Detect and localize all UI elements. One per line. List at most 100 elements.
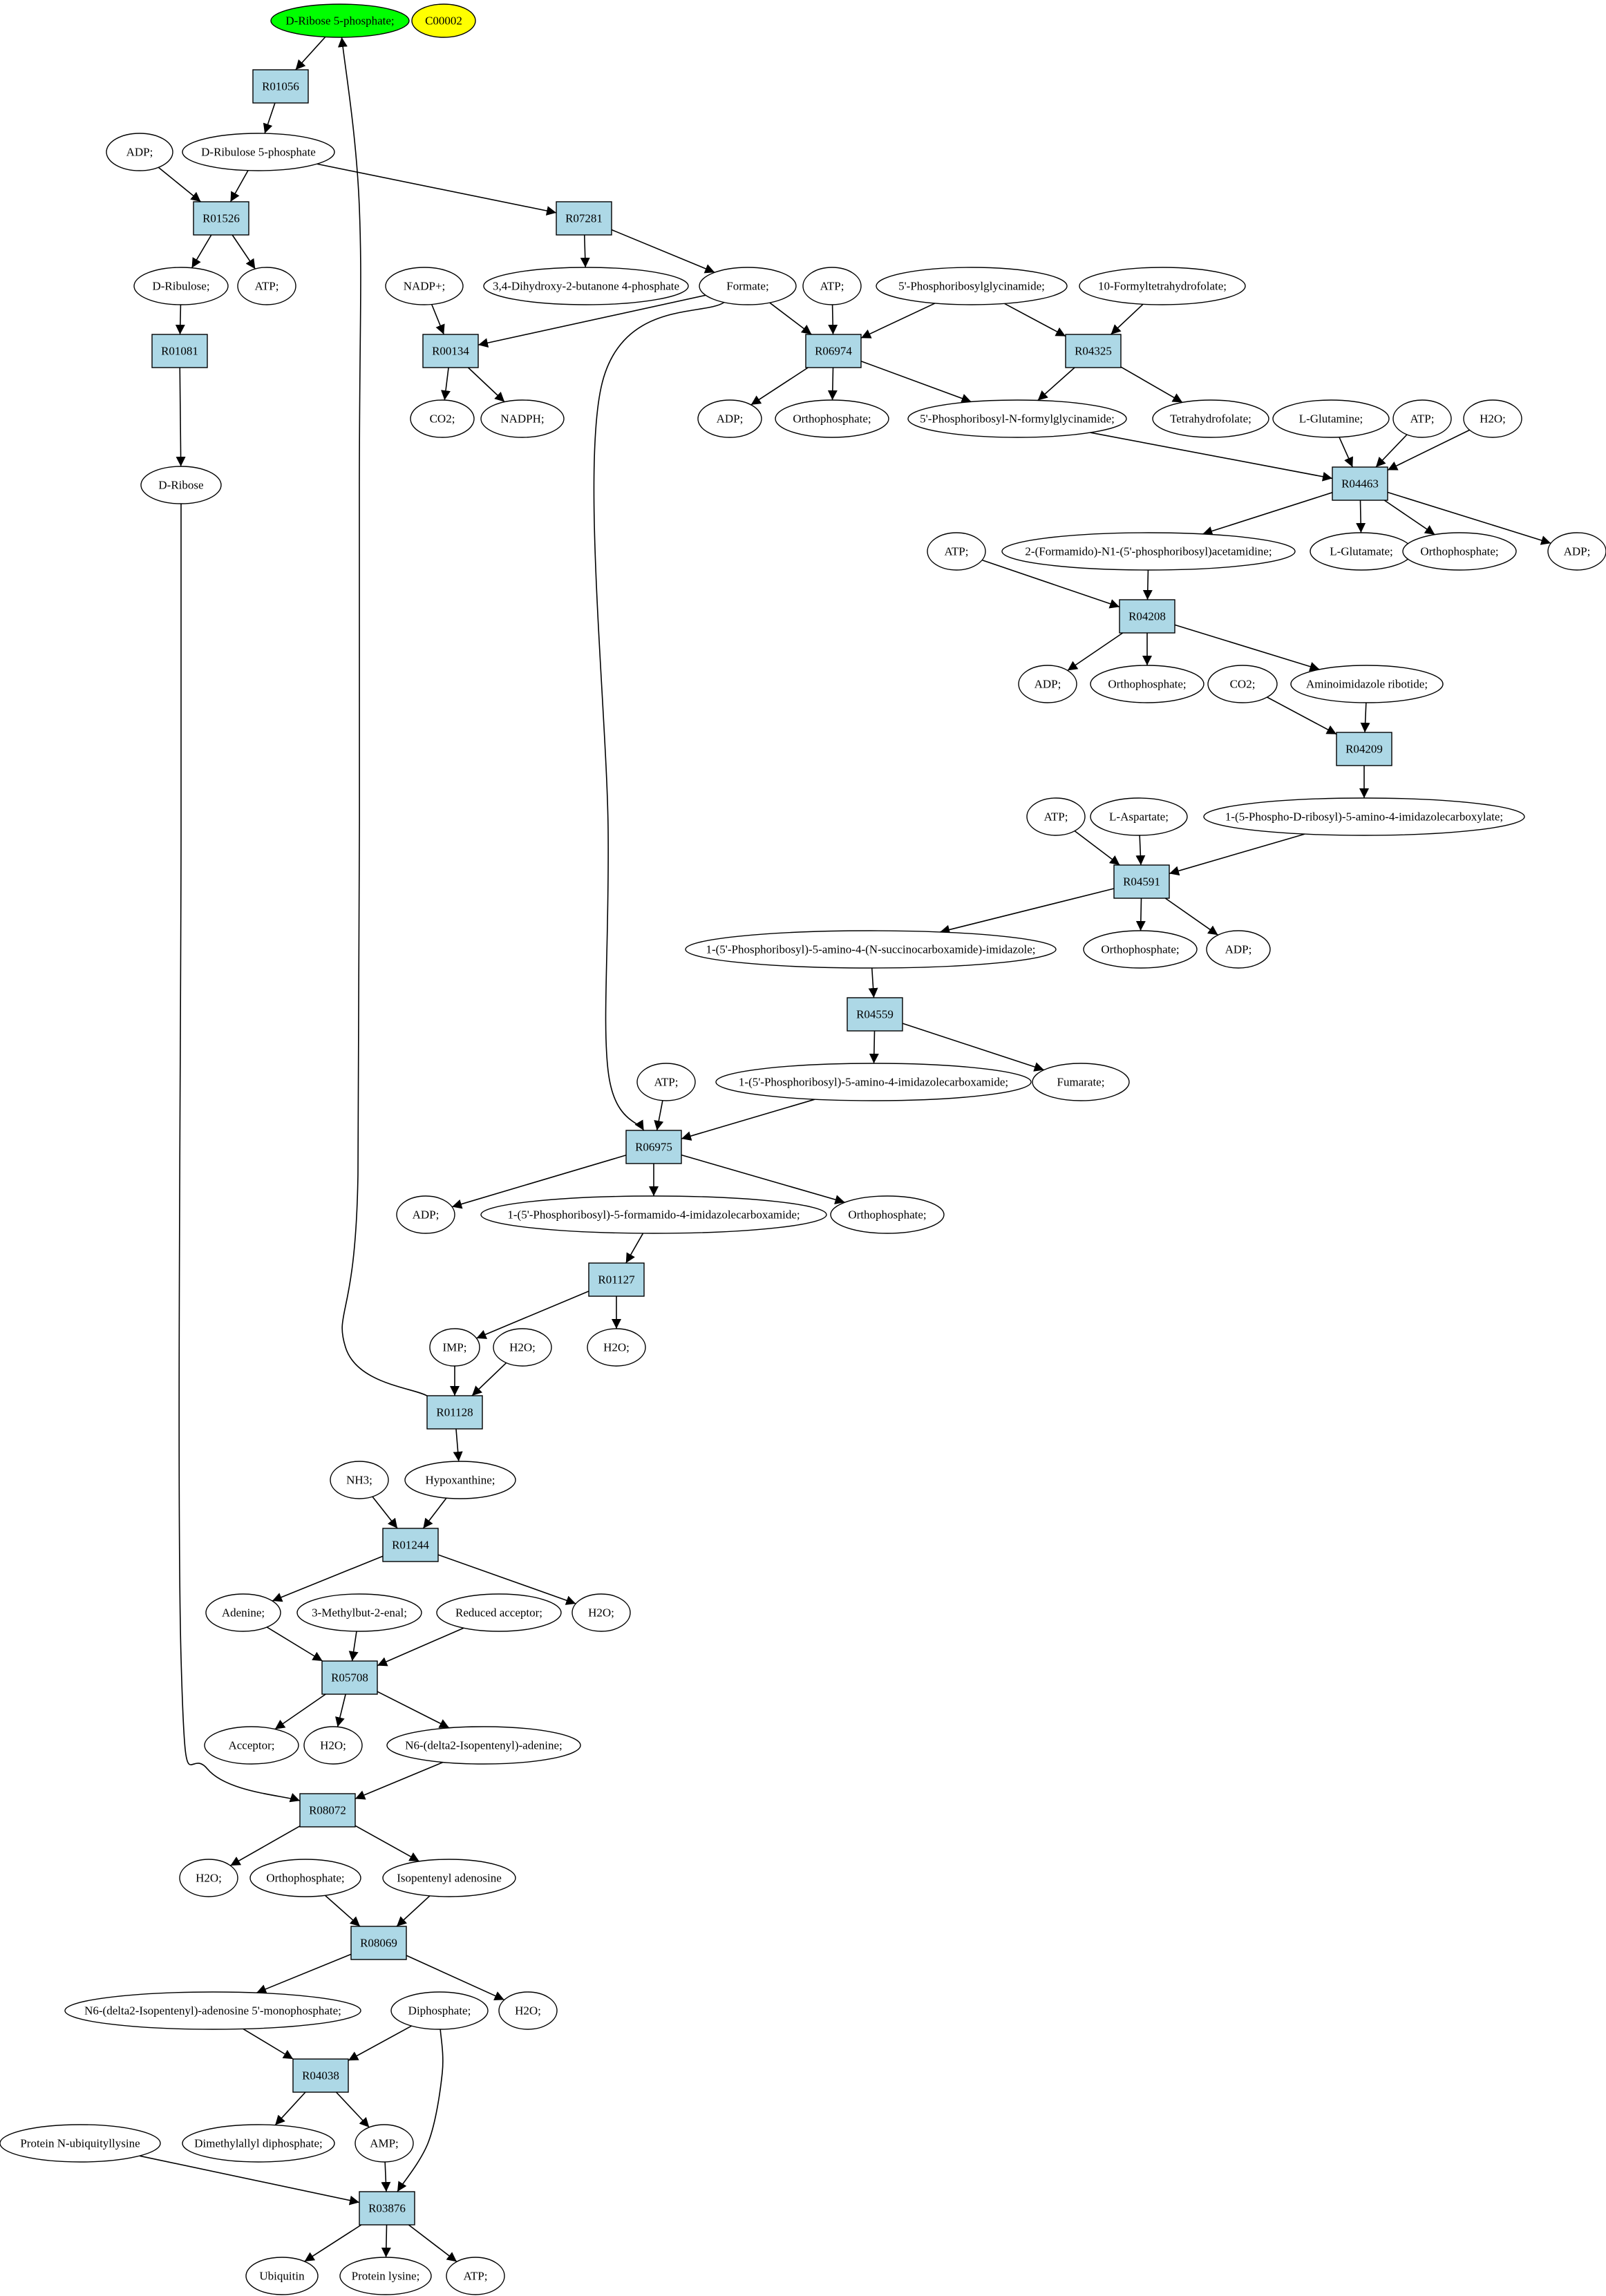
reaction-node-r05708[interactable]: R05708 <box>321 1660 378 1695</box>
compound-node-l-glutamine[interactable]: L-Glutamine; <box>1272 399 1390 438</box>
reaction-node-r01526[interactable]: R01526 <box>193 201 249 236</box>
compound-node-imp[interactable]: IMP; <box>429 1328 480 1367</box>
reaction-node-r01056[interactable]: R01056 <box>252 69 309 104</box>
edge-orthophosphate-to-r08069 <box>324 1895 361 1927</box>
reaction-node-r04209[interactable]: R04209 <box>1336 732 1392 766</box>
compound-node-adp[interactable]: ADP; <box>697 399 762 438</box>
compound-node-acceptor[interactable]: Acceptor; <box>204 1726 299 1765</box>
reaction-node-r03876[interactable]: R03876 <box>359 2191 415 2226</box>
compound-node-adp[interactable]: ADP; <box>1547 532 1606 571</box>
compound-node-adenine[interactable]: Adenine; <box>205 1593 281 1632</box>
compound-node-adenine-label: Adenine; <box>222 1606 265 1620</box>
compound-node-amp[interactable]: AMP; <box>355 2124 414 2163</box>
start-compound-node[interactable]: D-Ribose 5-phosphate; <box>270 3 410 38</box>
compound-node-diphosphate[interactable]: Diphosphate; <box>390 1991 489 2030</box>
compound-node-n6-delta2-isopentenyl-adenosine-5-monophosphate[interactable]: N6-(delta2-Isopentenyl)-adenosine 5'-mon… <box>64 1991 361 2030</box>
compound-node-n6-delta2-isopentenyl-adenine[interactable]: N6-(delta2-Isopentenyl)-adenine; <box>386 1726 581 1765</box>
compound-node-d-ribulose-5-phosphate[interactable]: D-Ribulose 5-phosphate <box>182 133 335 171</box>
compound-node-tetrahydrofolate[interactable]: Tetrahydrofolate; <box>1152 399 1269 438</box>
compound-node-10-formyltetrahydrofolate[interactable]: 10-Formyltetrahydrofolate; <box>1079 267 1246 305</box>
compound-node-protein-n-ubiquityllysine[interactable]: Protein N-ubiquityllysine <box>0 2124 161 2163</box>
compound-node-adp[interactable]: ADP; <box>1018 665 1077 703</box>
reaction-node-r08069[interactable]: R08069 <box>350 1926 407 1960</box>
compound-node-co2[interactable]: CO2; <box>1207 665 1278 703</box>
edge-r05708-to-n6-delta2-isopentenyl-adenine <box>377 1691 450 1729</box>
compound-node-nh3[interactable]: NH3; <box>330 1461 389 1499</box>
compound-node-h2o[interactable]: H2O; <box>493 1328 552 1367</box>
compound-node-adp[interactable]: ADP; <box>106 133 173 171</box>
compound-node-fumarate[interactable]: Fumarate; <box>1032 1063 1130 1101</box>
reaction-node-r08072[interactable]: R08072 <box>299 1793 356 1828</box>
compound-node-d-ribose[interactable]: D-Ribose <box>140 466 222 504</box>
reaction-node-r04463[interactable]: R04463 <box>1332 466 1388 501</box>
reaction-node-r01128[interactable]: R01128 <box>426 1395 483 1430</box>
compound-node-orthophosphate[interactable]: Orthophosphate; <box>775 399 889 438</box>
compound-node-3-methylbut-2-enal[interactable]: 3-Methylbut-2-enal; <box>296 1593 422 1632</box>
compound-node-atp[interactable]: ATP; <box>1026 797 1086 836</box>
compound-node-formate[interactable]: Formate; <box>699 267 797 305</box>
compound-node-1-5-phosphoribosyl-5-formamido-4-imidazolecarboxamide[interactable]: 1-(5'-Phosphoribosyl)-5-formamido-4-imid… <box>480 1195 827 1234</box>
reaction-node-r04208[interactable]: R04208 <box>1119 599 1175 634</box>
compound-node-atp[interactable]: ATP; <box>237 267 296 305</box>
compound-node-atp[interactable]: ATP; <box>1392 399 1452 438</box>
compound-node-h2o[interactable]: H2O; <box>498 1991 558 2030</box>
compound-node-orthophosphate[interactable]: Orthophosphate; <box>830 1195 945 1234</box>
edge-reduced-acceptor-to-r05708 <box>377 1627 464 1667</box>
compound-node-orthophosphate[interactable]: Orthophosphate; <box>1083 930 1198 969</box>
compound-node-atp[interactable]: ATP; <box>802 267 862 305</box>
compound-node-atp[interactable]: ATP; <box>927 532 986 571</box>
reaction-node-r01081[interactable]: R01081 <box>151 334 208 368</box>
compound-node-orthophosphate[interactable]: Orthophosphate; <box>1090 665 1204 703</box>
compound-node-orthophosphate-label: Orthophosphate; <box>1101 943 1179 956</box>
reaction-node-r04591[interactable]: R04591 <box>1113 864 1170 899</box>
edge-formate-to-r06974 <box>769 302 812 335</box>
compound-node-nadp[interactable]: NADP+; <box>385 267 464 305</box>
compound-node-h2o[interactable]: H2O; <box>571 1593 631 1632</box>
reaction-node-r04559[interactable]: R04559 <box>847 997 903 1032</box>
compound-node-dimethylallyl-diphosphate[interactable]: Dimethylallyl diphosphate; <box>182 2124 335 2163</box>
compound-node-h2o[interactable]: H2O; <box>1463 399 1522 438</box>
compound-node-adp[interactable]: ADP; <box>396 1195 455 1234</box>
reaction-node-r01244[interactable]: R01244 <box>382 1528 439 1562</box>
compound-node-nadph[interactable]: NADPH; <box>480 399 565 438</box>
compound-node-2-formamido-n1-5-phosphoribosyl-acetamidine[interactable]: 2-(Formamido)-N1-(5'-phosphoribosyl)acet… <box>1001 532 1296 571</box>
compound-node-l-aspartate[interactable]: L-Aspartate; <box>1090 797 1188 836</box>
compound-node-5-phosphoribosyl-n-formylglycinamide[interactable]: 5'-Phosphoribosyl-N-formylglycinamide; <box>907 399 1127 438</box>
reaction-node-r04325[interactable]: R04325 <box>1065 334 1122 368</box>
reaction-node-r06975[interactable]: R06975 <box>625 1130 682 1164</box>
compound-node-aminoimidazole-ribotide[interactable]: Aminoimidazole ribotide; <box>1290 665 1444 703</box>
compound-node-l-glutamate[interactable]: L-Glutamate; <box>1310 532 1413 571</box>
compound-node-l-glutamine-shape <box>1272 399 1390 438</box>
reaction-node-r01526-label: R01526 <box>202 212 240 225</box>
reaction-node-r07281[interactable]: R07281 <box>556 201 612 236</box>
compound-node-h2o[interactable]: H2O; <box>303 1726 363 1765</box>
compound-node-orthophosphate[interactable]: Orthophosphate; <box>1402 532 1517 571</box>
compound-node-1-5-phosphoribosyl-5-amino-4-n-succinocarboxamide-imidazole[interactable]: 1-(5'-Phosphoribosyl)-5-amino-4-(N-succi… <box>685 930 1057 969</box>
compound-node-isopentenyl-adenosine[interactable]: Isopentenyl adenosine <box>382 1859 516 1897</box>
compound-node-orthophosphate[interactable]: Orthophosphate; <box>249 1859 361 1897</box>
compound-node-d-ribulose[interactable]: D-Ribulose; <box>133 267 229 305</box>
compound-node-3-4-dihydroxy-2-butanone-4-phosphate[interactable]: 3,4-Dihydroxy-2-butanone 4-phosphate <box>483 267 689 305</box>
compound-node-hypoxanthine[interactable]: Hypoxanthine; <box>404 1461 516 1499</box>
reaction-node-r06975-box <box>625 1130 682 1164</box>
reaction-node-r06974[interactable]: R06974 <box>805 334 862 368</box>
compound-node-atp[interactable]: ATP; <box>446 2257 505 2295</box>
reaction-node-r04038[interactable]: R04038 <box>292 2058 349 2093</box>
compound-node-h2o[interactable]: H2O; <box>179 1859 238 1897</box>
compound-node-co2[interactable]: CO2; <box>410 399 475 438</box>
compound-node-reduced-acceptor[interactable]: Reduced acceptor; <box>436 1593 562 1632</box>
compound-node-1-5-phospho-d-ribosyl-5-amino-4-imidazolecarboxylate[interactable]: 1-(5-Phospho-D-ribosyl)-5-amino-4-imidaz… <box>1203 797 1525 836</box>
compound-node-dimethylallyl-diphosphate-label: Dimethylallyl diphosphate; <box>194 2137 323 2150</box>
reaction-node-r00134[interactable]: R00134 <box>422 334 479 368</box>
compound-node-h2o[interactable]: H2O; <box>587 1328 646 1367</box>
compound-id-node[interactable]: C00002 <box>411 3 476 38</box>
reaction-node-r08072-box <box>299 1793 356 1828</box>
compound-node-5-phosphoribosylglycinamide[interactable]: 5'-Phosphoribosylglycinamide; <box>876 267 1068 305</box>
compound-node-adp[interactable]: ADP; <box>1206 930 1271 969</box>
edge-r04463-to-l-glutamate <box>1356 500 1366 533</box>
reaction-node-r01127[interactable]: R01127 <box>588 1262 645 1297</box>
compound-node-ubiquitin[interactable]: Ubiquitin <box>245 2257 319 2295</box>
compound-node-1-5-phosphoribosyl-5-amino-4-imidazolecarboxamide[interactable]: 1-(5'-Phosphoribosyl)-5-amino-4-imidazol… <box>715 1063 1032 1101</box>
compound-node-atp[interactable]: ATP; <box>636 1063 696 1101</box>
compound-node-protein-lysine[interactable]: Protein lysine; <box>339 2257 432 2295</box>
